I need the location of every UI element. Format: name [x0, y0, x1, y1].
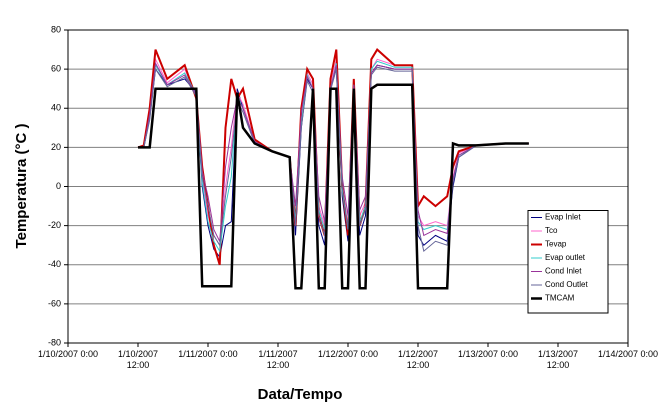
- series-line: [138, 61, 529, 244]
- legend-label: Tco: [545, 226, 558, 235]
- y-tick-label: -80: [48, 337, 61, 347]
- y-tick-label: -20: [48, 220, 61, 230]
- x-tick-label: 1/12/2007 12:00: [398, 349, 438, 370]
- y-tick-label: 0: [56, 181, 61, 191]
- legend: Evap Inlet Tco Tevap Evap outlet Cond Inlet C…: [527, 210, 609, 314]
- y-tick-label: 80: [51, 24, 61, 34]
- series-line: [138, 83, 529, 290]
- y-tick-label: 20: [51, 142, 61, 152]
- y-tick-label: 60: [51, 64, 61, 74]
- x-tick-label: 1/12/2007 0:00: [318, 349, 378, 359]
- legend-label: Cond Inlet: [545, 267, 582, 276]
- y-tick-label: 40: [51, 103, 61, 113]
- legend-box: [527, 210, 609, 314]
- x-tick-label: 1/11/2007 0:00: [178, 349, 237, 359]
- x-tick-label: 1/14/2007 0:00: [598, 349, 658, 359]
- y-tick-label: -40: [48, 259, 61, 269]
- legend-label: TMCAM: [545, 294, 575, 303]
- x-tick-label: 1/11/2007 12:00: [258, 349, 297, 370]
- y-tick-label: -60: [48, 298, 61, 308]
- x-tick-label: 1/10/2007 0:00: [38, 349, 98, 359]
- legend-label: Evap Inlet: [545, 213, 581, 222]
- legend-label: Cond Outlet: [545, 280, 588, 289]
- x-tick-label: 1/13/2007 0:00: [458, 349, 518, 359]
- legend-label: Tevap: [545, 240, 567, 249]
- x-tick-label: 1/10/2007 12:00: [118, 349, 158, 370]
- legend-label: Evap outlet: [545, 253, 586, 262]
- x-axis-title: Data/Tempo: [258, 386, 343, 403]
- x-tick-label: 1/13/2007 12:00: [538, 349, 578, 370]
- y-axis-title: Temperatura (°C ): [13, 124, 30, 249]
